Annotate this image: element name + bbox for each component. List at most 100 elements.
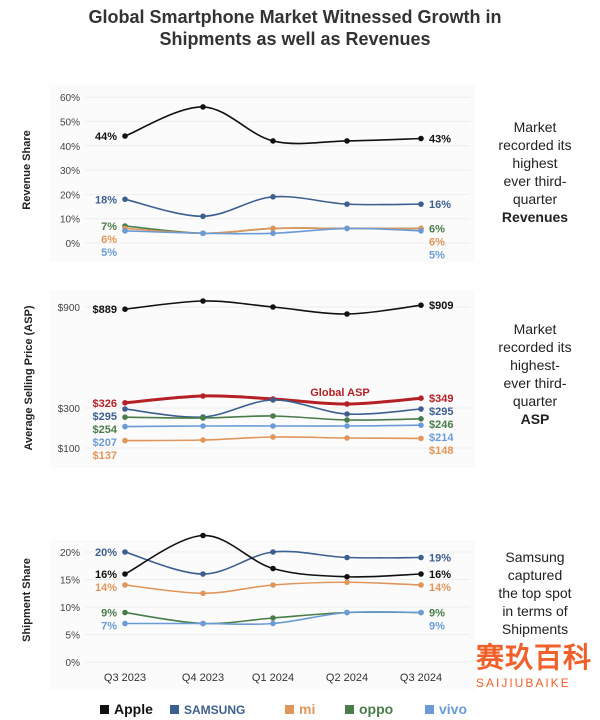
data-point	[270, 565, 276, 572]
legend-label-samsung: SAMSUNG	[184, 703, 245, 717]
y-tick-label: 40%	[60, 142, 80, 153]
y-tick-label: 5%	[66, 631, 81, 642]
annotation-line: ever third-	[503, 375, 567, 391]
chart-title: Global Smartphone Market Witnessed Growt…	[88, 7, 502, 49]
legend-label-vivo: vivo	[439, 701, 467, 717]
data-label-start: 18%	[95, 194, 117, 206]
data-point	[122, 400, 128, 406]
data-point	[344, 417, 350, 423]
data-point	[270, 620, 276, 627]
data-point	[344, 423, 350, 429]
data-point	[344, 138, 350, 144]
data-point	[122, 196, 128, 203]
data-label-start: 5%	[101, 247, 117, 259]
data-point	[418, 554, 424, 561]
legend-label-apple: Apple	[114, 701, 153, 717]
y-axis-label: Average Selling Price (ASP)	[23, 305, 35, 450]
data-label-start: 6%	[101, 234, 117, 246]
data-point	[122, 549, 128, 555]
data-label-end: 6%	[429, 223, 445, 235]
data-point	[200, 393, 206, 399]
annotation-line: Shipments	[501, 621, 569, 637]
legend-swatch	[170, 705, 179, 714]
y-tick-label: 20%	[60, 548, 80, 559]
watermark-en: SAIJIUBAIKE	[476, 676, 571, 690]
y-tick-label: 15%	[60, 576, 80, 587]
data-label-start: $326	[93, 398, 117, 410]
data-label-end: 9%	[429, 621, 445, 633]
data-label-start: 44%	[95, 131, 117, 143]
data-point	[122, 437, 128, 444]
data-point	[122, 133, 128, 139]
annotation-shipments: Samsung captured the top spot in terms of Sh…	[480, 548, 590, 638]
global-asp-label: Global ASP	[310, 387, 370, 399]
data-point	[270, 413, 276, 419]
data-point	[344, 579, 350, 586]
annotation-line: highest	[512, 155, 558, 171]
data-point	[418, 435, 424, 442]
data-point	[418, 395, 424, 402]
data-point	[344, 201, 350, 207]
data-label-start: 9%	[101, 608, 117, 620]
data-point	[200, 590, 206, 597]
data-point	[418, 228, 424, 234]
annotation-line: recorded its	[498, 137, 572, 153]
data-label-end: 16%	[429, 569, 451, 581]
data-point	[122, 423, 128, 430]
watermark-logo: 赛玖百科 SAIJIUBAIKE	[476, 636, 592, 690]
data-point	[200, 415, 206, 421]
data-label-start: $137	[93, 450, 117, 462]
data-label-end: $214	[429, 432, 454, 444]
annotation-line: in terms of	[502, 603, 568, 619]
data-point	[200, 571, 206, 577]
legend-label-mi: mi	[299, 701, 315, 717]
data-point	[200, 437, 206, 443]
legend-label-oppo: oppo	[359, 701, 393, 717]
data-label-start: 16%	[95, 569, 117, 581]
data-point	[270, 434, 276, 440]
data-label-start: $889	[93, 304, 117, 316]
data-label-start: $295	[93, 411, 117, 423]
data-label-start: 20%	[95, 547, 117, 559]
y-tick-label: 10%	[60, 215, 80, 226]
data-label-end: 16%	[429, 199, 451, 211]
data-point	[122, 609, 128, 616]
y-tick-label: 50%	[60, 118, 80, 129]
x-tick-label: Q2 2024	[326, 672, 368, 684]
legend-swatch	[100, 705, 109, 714]
data-point	[122, 406, 128, 412]
data-point	[270, 225, 276, 232]
data-point	[344, 435, 350, 441]
data-point	[200, 532, 206, 539]
x-tick-label: Q4 2023	[182, 672, 224, 684]
data-label-end: 43%	[429, 134, 451, 146]
y-tick-label: 0%	[66, 239, 81, 250]
data-point	[418, 609, 424, 616]
data-label-end: $349	[429, 393, 453, 405]
y-tick-label: 60%	[60, 93, 80, 104]
annotation-line: ever third-	[503, 173, 567, 189]
data-point	[200, 213, 206, 220]
data-point	[270, 423, 276, 429]
annotation-line: highest-	[510, 357, 560, 373]
data-point	[122, 620, 128, 627]
data-point	[122, 571, 128, 577]
legend-swatch	[285, 705, 294, 714]
data-point	[270, 194, 276, 200]
data-point	[270, 615, 276, 621]
annotation-revenue: Market recorded its highest ever third-quar…	[480, 118, 590, 226]
data-label-start: 14%	[95, 582, 117, 594]
data-label-start: 7%	[101, 621, 117, 633]
y-axis-label: Revenue Share	[21, 130, 33, 209]
data-label-end: 6%	[429, 236, 445, 248]
data-point	[270, 397, 276, 403]
y-tick-label: 10%	[60, 603, 80, 614]
data-label-end: 5%	[429, 249, 445, 261]
data-point	[418, 582, 424, 588]
panel-bg	[50, 85, 475, 262]
data-point	[344, 573, 350, 580]
annotation-line: quarter	[512, 191, 558, 207]
data-point	[122, 306, 128, 313]
data-label-start: $207	[93, 437, 117, 449]
